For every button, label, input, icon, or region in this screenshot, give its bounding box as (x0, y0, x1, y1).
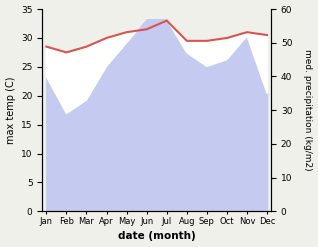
X-axis label: date (month): date (month) (118, 231, 196, 242)
Y-axis label: max temp (C): max temp (C) (5, 76, 16, 144)
Y-axis label: med. precipitation (kg/m2): med. precipitation (kg/m2) (303, 49, 313, 171)
